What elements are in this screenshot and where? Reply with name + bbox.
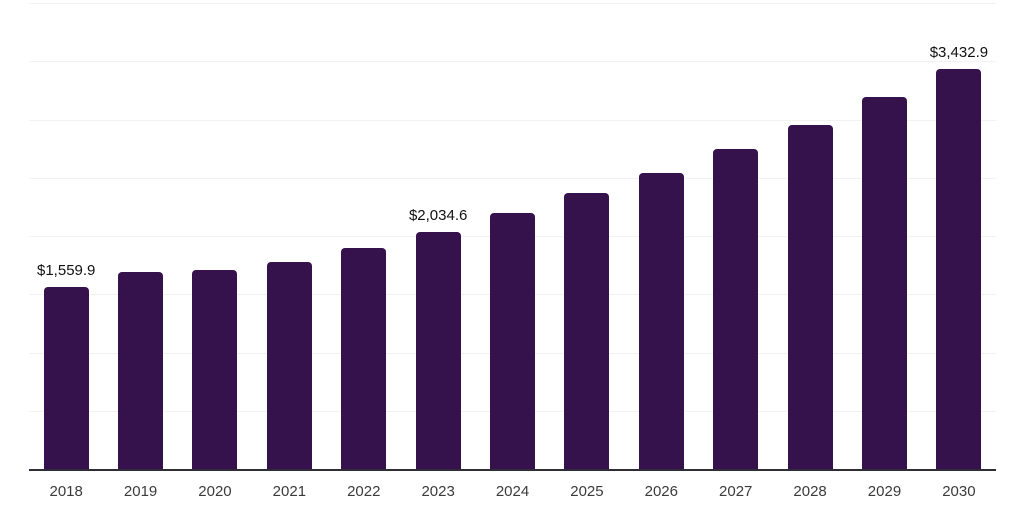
bar-cell bbox=[699, 3, 773, 469]
plot-area: $1,559.9 $2,034.6 $3,432.9 bbox=[29, 3, 996, 471]
bar-2028 bbox=[787, 124, 833, 469]
bar-cell bbox=[103, 3, 177, 469]
bar-2030 bbox=[936, 69, 982, 469]
gridline bbox=[29, 3, 996, 4]
x-tick-label-2027: 2027 bbox=[719, 483, 753, 500]
x-tick-label-2021: 2021 bbox=[272, 483, 307, 500]
bar-2021 bbox=[266, 262, 312, 469]
bar-cell bbox=[252, 3, 326, 469]
x-tick-label-2029: 2029 bbox=[867, 483, 902, 500]
x-tick-label-2018: 2018 bbox=[49, 483, 83, 500]
bar-cell bbox=[327, 3, 401, 469]
bar-2019 bbox=[118, 272, 164, 469]
x-axis-labels: 2018 2019 2020 2021 2022 2023 2024 2025 2026 2027… bbox=[29, 471, 996, 501]
gridline bbox=[29, 61, 996, 63]
bar-value-label: $3,432.9 bbox=[929, 44, 989, 62]
bar-cell: $3,432.9 bbox=[922, 3, 996, 469]
bar-cell bbox=[847, 3, 921, 469]
bar-2029 bbox=[861, 96, 907, 469]
bar-2026 bbox=[638, 172, 684, 469]
x-tick-label-2022: 2022 bbox=[347, 483, 381, 500]
x-tick-label-2019: 2019 bbox=[123, 483, 158, 500]
bar-2027 bbox=[713, 149, 759, 469]
bar-2022 bbox=[341, 247, 387, 469]
bar-2023 bbox=[415, 231, 461, 469]
bar-cell bbox=[475, 3, 549, 469]
bar-cell bbox=[178, 3, 252, 469]
bar-2025 bbox=[564, 192, 610, 469]
gridline bbox=[29, 177, 996, 179]
x-tick-label-2025: 2025 bbox=[570, 483, 604, 500]
x-tick-label-2023: 2023 bbox=[421, 483, 455, 500]
x-tick-label-2024: 2024 bbox=[495, 483, 530, 500]
x-tick-label-2026: 2026 bbox=[644, 483, 678, 500]
gridline bbox=[29, 119, 996, 121]
bar-cell bbox=[624, 3, 698, 469]
bar-cell: $2,034.6 bbox=[401, 3, 475, 469]
x-tick-label-2030: 2030 bbox=[942, 483, 976, 500]
bar-2018 bbox=[43, 287, 89, 469]
bar-cell bbox=[550, 3, 624, 469]
bar-cell bbox=[773, 3, 847, 469]
x-tick-label-2028: 2028 bbox=[793, 483, 827, 500]
bars-row: $1,559.9 $2,034.6 $3,432.9 bbox=[29, 3, 996, 469]
x-tick-label-2020: 2020 bbox=[198, 483, 232, 500]
bar-2024 bbox=[490, 212, 536, 469]
bar-value-label: $1,559.9 bbox=[37, 262, 96, 280]
bar-2020 bbox=[192, 270, 238, 469]
bar-cell: $1,559.9 bbox=[29, 3, 103, 469]
bar-value-label: $2,034.6 bbox=[408, 206, 468, 224]
